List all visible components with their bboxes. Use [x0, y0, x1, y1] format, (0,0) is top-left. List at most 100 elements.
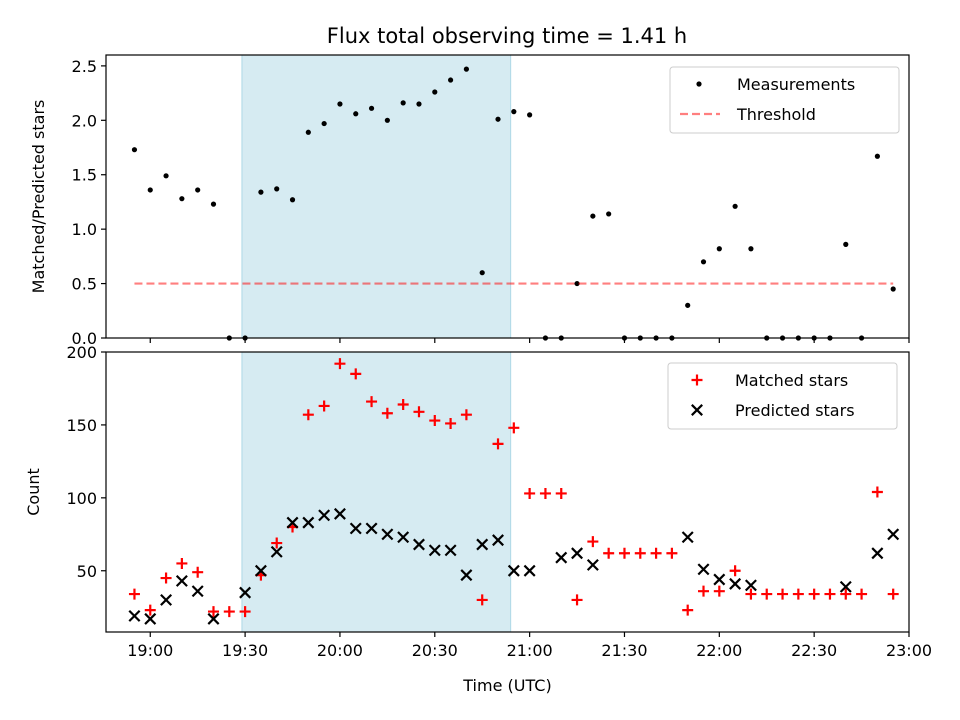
legend-dot-swatch: [696, 81, 702, 87]
axes-frame: [105, 351, 910, 633]
matched-point: [698, 585, 710, 597]
matched-point: [666, 547, 678, 559]
matched-point: [571, 594, 583, 606]
matched-point: [176, 557, 188, 569]
matched-point: [223, 606, 235, 618]
axes-frame: [105, 54, 910, 339]
measurement-point: [685, 302, 691, 308]
measurement-point: [700, 259, 707, 265]
predicted-point: [365, 522, 378, 535]
measurement-point: [574, 280, 580, 287]
measurement-point: [400, 100, 406, 106]
predicted-point: [239, 586, 252, 599]
measurement-point: [527, 112, 533, 118]
measurement-point: [732, 203, 738, 209]
y-tick-label: 100: [66, 489, 97, 508]
matched-point: [445, 417, 457, 429]
matched-point: [207, 606, 219, 618]
matched-point: [318, 400, 330, 412]
predicted-point: [191, 585, 204, 598]
predicted-point: [555, 551, 568, 564]
matched-point: [508, 422, 520, 434]
legend-box: [667, 362, 898, 430]
predicted-point: [349, 522, 362, 535]
matched-point: [460, 409, 472, 421]
predicted-point: [254, 564, 267, 577]
legend-label: Matched stars: [735, 371, 848, 390]
x-tick-label: 23:00: [886, 641, 932, 660]
predicted-point: [286, 516, 299, 529]
legend-x-swatch: [691, 404, 703, 416]
legend: Matched stars Predicted stars: [667, 362, 898, 430]
matched-point: [777, 588, 789, 600]
measurement-point: [147, 187, 153, 193]
predicted-point: [839, 580, 852, 593]
measurement-point: [258, 189, 264, 195]
matched-point: [524, 487, 536, 499]
y-tick-label: 1.0: [72, 220, 97, 239]
x-tick-label: 21:30: [601, 641, 647, 660]
matched-point: [239, 606, 251, 618]
chart-title: Flux total observing time = 1.41 h: [327, 24, 687, 48]
measurement-point: [337, 101, 343, 107]
matched-point: [650, 547, 662, 559]
observing-span: [241, 351, 512, 633]
measurement-point: [479, 270, 485, 276]
measurement-point: [447, 77, 454, 83]
predicted-point: [729, 577, 742, 590]
matched-point: [808, 588, 820, 600]
measurement-point: [321, 120, 327, 127]
predicted-point: [523, 564, 536, 577]
predicted-point: [507, 564, 520, 577]
y-axis-label: Matched/Predicted stars: [29, 100, 48, 294]
measurement-point: [163, 173, 169, 179]
matched-point: [618, 547, 630, 559]
measurement-point: [606, 211, 612, 217]
measurement-point: [874, 153, 880, 159]
legend: Measurements Threshold: [669, 66, 900, 134]
measurement-point: [210, 201, 217, 207]
matched-point: [761, 588, 773, 600]
matched-point: [334, 358, 346, 370]
matched-point: [381, 407, 393, 419]
matched-point: [366, 396, 378, 408]
matched-point: [350, 368, 362, 380]
matched-point: [871, 486, 883, 498]
measurement-point: [432, 89, 438, 95]
matched-point: [476, 594, 488, 606]
legend-label: Predicted stars: [735, 401, 855, 420]
x-tick-label: 21:00: [507, 641, 553, 660]
predicted-point: [428, 544, 441, 557]
measurement-point: [716, 246, 722, 252]
matched-point: [792, 588, 804, 600]
measurement-point: [495, 116, 501, 122]
x-tick-label: 19:30: [222, 641, 268, 660]
y-tick-label: 150: [66, 416, 97, 435]
matched-point: [539, 487, 551, 499]
y-tick-label: 0.0: [72, 329, 97, 348]
matched-point: [160, 572, 172, 584]
legend-label: Measurements: [737, 75, 855, 94]
x-tick-label: 20:30: [412, 641, 458, 660]
measurement-point: [463, 66, 470, 72]
matched-point: [413, 406, 425, 418]
matched-point: [192, 566, 204, 578]
matched-point: [824, 588, 836, 600]
matched-point: [302, 409, 314, 421]
matched-point: [682, 604, 694, 616]
matched-point: [429, 415, 441, 427]
measurement-point: [305, 129, 311, 135]
bottom-panel: 50 100 150 200 Count 19:00 19:30 20:00 20:30 21:0…: [24, 343, 932, 695]
measurement-point: [179, 196, 185, 202]
y-tick-label: 200: [66, 343, 97, 362]
matched-point: [492, 438, 504, 450]
predicted-point: [444, 544, 457, 557]
matched-point: [634, 547, 646, 559]
matched-point: [397, 399, 409, 410]
predicted-point: [571, 547, 584, 560]
predicted-point: [270, 545, 283, 558]
measurement-point: [353, 111, 359, 117]
measurement-point: [384, 117, 390, 123]
legend-box: [669, 66, 900, 134]
predicted-point: [381, 528, 394, 541]
